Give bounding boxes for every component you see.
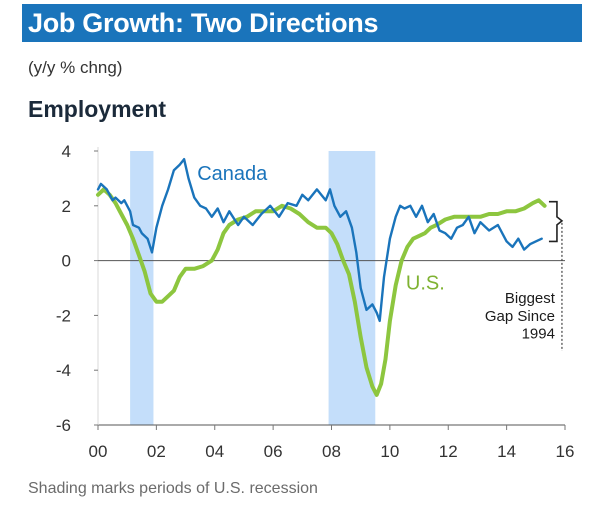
series-label-canada: Canada	[197, 163, 268, 185]
x-tick-label: 08	[322, 442, 341, 461]
x-tick-label: 12	[439, 442, 458, 461]
gap-annotation-line: 1994	[522, 326, 555, 343]
units-label: (y/y % chng)	[28, 58, 123, 77]
gap-annotation-line: Biggest	[505, 290, 556, 307]
x-tick-label: 06	[264, 442, 283, 461]
gap-bracket	[548, 200, 564, 243]
recession-band-1	[130, 151, 154, 425]
x-tick-label: 10	[380, 442, 399, 461]
y-tick-label: 4	[62, 142, 71, 161]
gap-annotation-line: Gap Since	[485, 308, 555, 325]
series-line-canada	[96, 158, 543, 323]
title-bar: Job Growth: Two Directions	[22, 4, 582, 42]
panel-title: Employment	[28, 96, 167, 122]
x-tick-label: 16	[556, 442, 575, 461]
series-label-us: U.S.	[406, 272, 445, 294]
x-tick-label: 14	[497, 442, 516, 461]
chart-title: Job Growth: Two Directions	[28, 8, 379, 38]
x-tick-label: 02	[147, 442, 166, 461]
footnote: Shading marks periods of U.S. recession	[28, 480, 318, 497]
series-line-us	[96, 187, 547, 397]
y-tick-label: -2	[56, 306, 71, 325]
y-tick-label: 2	[62, 197, 71, 216]
x-tick-label: 04	[205, 442, 224, 461]
y-tick-label: -4	[56, 361, 71, 380]
y-tick-label: -6	[56, 416, 71, 435]
x-tick-label: 00	[89, 442, 108, 461]
y-tick-label: 0	[62, 252, 71, 271]
